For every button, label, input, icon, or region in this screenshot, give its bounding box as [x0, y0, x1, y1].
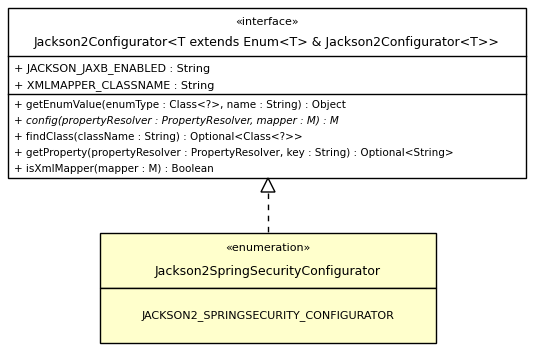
Text: + JACKSON_JAXB_ENABLED : String: + JACKSON_JAXB_ENABLED : String [14, 63, 210, 74]
Text: + findClass(className : String) : Optional<Class<?>>: + findClass(className : String) : Option… [14, 132, 303, 142]
Text: JACKSON2_SPRINGSECURITY_CONFIGURATOR: JACKSON2_SPRINGSECURITY_CONFIGURATOR [142, 310, 394, 321]
Text: + getProperty(propertyResolver : PropertyResolver, key : String) : Optional<Stri: + getProperty(propertyResolver : Propert… [14, 148, 453, 158]
Bar [100, 288, 436, 343]
Text: + XMLMAPPER_CLASSNAME : String: + XMLMAPPER_CLASSNAME : String [14, 80, 214, 91]
Text: Jackson2SpringSecurityConfigurator: Jackson2SpringSecurityConfigurator [155, 265, 381, 278]
Text: Jackson2Configurator<T extends Enum<T> & Jackson2Configurator<T>>: Jackson2Configurator<T extends Enum<T> &… [34, 36, 500, 49]
Bar [100, 233, 436, 288]
Text: «enumeration»: «enumeration» [225, 243, 311, 253]
Text: + getEnumValue(enumType : Class<?>, name : String) : Object: + getEnumValue(enumType : Class<?>, name… [14, 100, 346, 110]
Text: «interface»: «interface» [235, 17, 299, 27]
Text: + config(propertyResolver : PropertyResolver, mapper : M) : M: + config(propertyResolver : PropertyReso… [14, 116, 339, 126]
Bar [8, 8, 526, 178]
Text: + isXmlMapper(mapper : M) : Boolean: + isXmlMapper(mapper : M) : Boolean [14, 164, 214, 174]
Polygon shape [261, 178, 275, 192]
